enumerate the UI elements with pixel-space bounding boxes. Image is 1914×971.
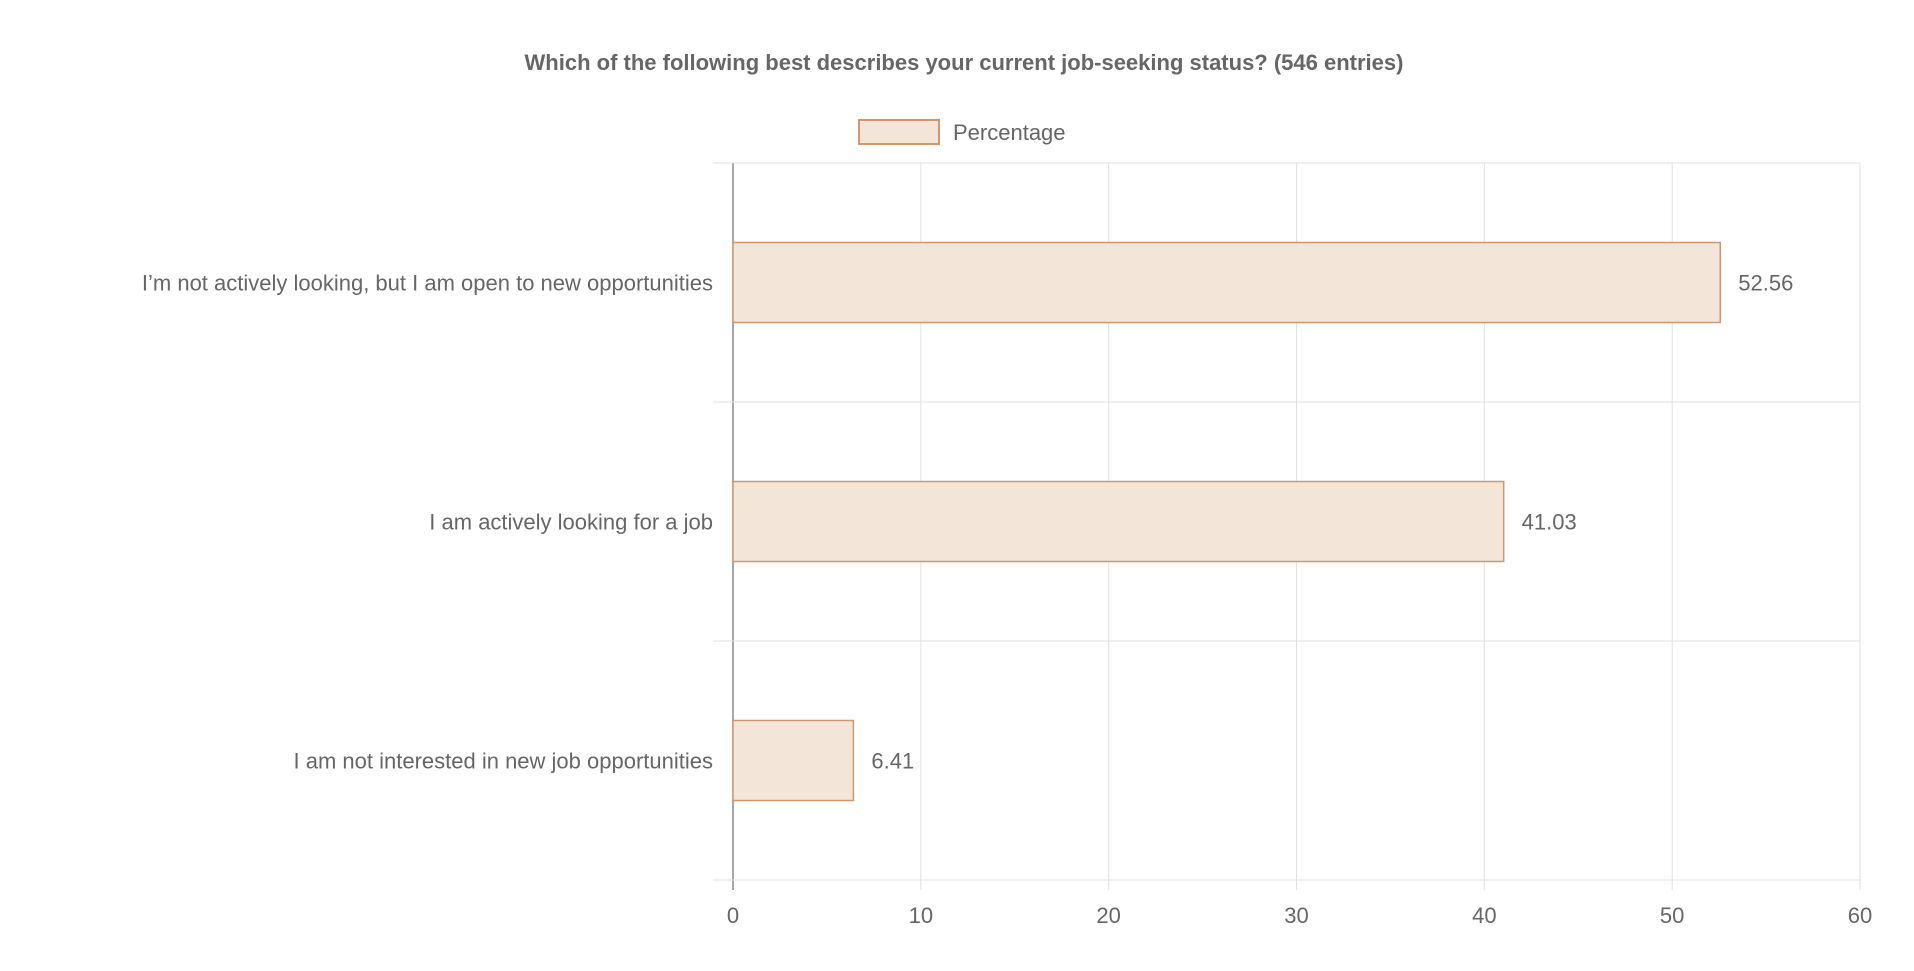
category-label: I’m not actively looking, but I am open … bbox=[142, 271, 713, 296]
x-tick-label: 50 bbox=[1660, 903, 1684, 928]
data-label: 41.03 bbox=[1522, 510, 1577, 535]
legend[interactable]: Percentage bbox=[858, 119, 1066, 145]
legend-swatch bbox=[858, 119, 940, 145]
x-tick-label: 60 bbox=[1848, 903, 1872, 928]
x-tick-label: 0 bbox=[727, 903, 739, 928]
x-tick-label: 20 bbox=[1096, 903, 1120, 928]
bar[interactable] bbox=[732, 241, 1722, 324]
labels: 0 10 20 30 40 50 60 I’m not actively looking, b… bbox=[142, 271, 1872, 929]
legend-label-percentage: Percentage bbox=[953, 120, 1066, 145]
category-label: I am not interested in new job opportuni… bbox=[294, 749, 713, 774]
bars bbox=[732, 241, 1722, 802]
category-label: I am actively looking for a job bbox=[429, 510, 713, 535]
data-label: 52.56 bbox=[1738, 271, 1793, 296]
chart-title: Which of the following best describes yo… bbox=[525, 50, 1404, 75]
bar[interactable] bbox=[732, 719, 855, 802]
x-tick-label: 40 bbox=[1472, 903, 1496, 928]
x-tick-label: 10 bbox=[909, 903, 933, 928]
data-label: 6.41 bbox=[871, 749, 914, 774]
x-tick-label: 30 bbox=[1284, 903, 1308, 928]
bar[interactable] bbox=[732, 480, 1505, 563]
